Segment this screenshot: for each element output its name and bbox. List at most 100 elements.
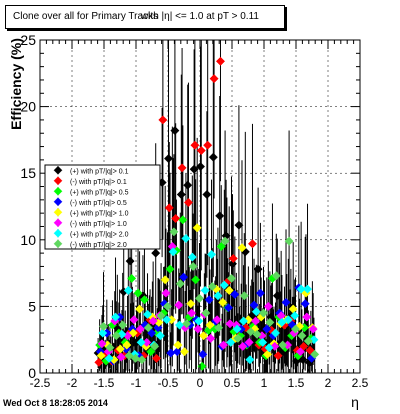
data-point: [250, 316, 261, 326]
y-tick-label: 20: [20, 99, 36, 115]
data-point: [178, 215, 188, 225]
data-point: [110, 312, 121, 322]
data-point: [296, 284, 306, 294]
data-point: [300, 299, 310, 309]
data-point: [122, 340, 132, 350]
data-point: [177, 163, 187, 173]
x-tick-label: -1: [131, 376, 142, 390]
data-point: [277, 317, 287, 327]
data-point: [183, 180, 193, 190]
data-point: [123, 285, 133, 295]
data-point: [206, 249, 217, 260]
data-point: [111, 331, 121, 341]
data-point: [179, 347, 189, 357]
chart-title-box: Clone over all for Primary Tracks with |…: [5, 5, 285, 29]
x-tick-label: -2: [67, 376, 78, 390]
y-axis-title: Efficiency (%): [8, 38, 24, 130]
legend: (+) with pT/|q|> 0.1 (-) with pT/|q|> 0.1…: [44, 164, 161, 250]
data-point: [179, 272, 189, 282]
data-point: [252, 329, 262, 339]
data-point: [233, 333, 243, 343]
legend-marker: [53, 239, 63, 249]
data-point: [310, 349, 320, 359]
data-point: [135, 304, 145, 314]
data-point: [218, 297, 228, 307]
data-point: [230, 289, 240, 299]
data-point: [162, 315, 172, 325]
data-point: [133, 288, 143, 298]
legend-marker: [53, 165, 63, 175]
data-point: [188, 261, 198, 271]
data-point: [163, 153, 174, 164]
data-point: [168, 247, 178, 257]
data-point: [272, 291, 282, 301]
legend-marker: [53, 176, 63, 186]
data-point: [143, 323, 153, 333]
data-point: [160, 275, 170, 285]
data-point: [227, 259, 238, 269]
data-point: [232, 324, 242, 334]
data-point: [209, 74, 219, 84]
x-tick-label: 0.5: [224, 376, 241, 390]
legend-marker: [53, 197, 63, 207]
x-tick-label: 0: [197, 376, 204, 390]
data-point: [186, 308, 197, 318]
data-point: [130, 353, 141, 363]
data-point: [284, 236, 294, 246]
data-point: [263, 349, 273, 359]
data-point: [162, 301, 173, 311]
legend-label: (+) with pT/|q|> 1.0: [70, 210, 129, 217]
data-point: [219, 280, 229, 290]
y-tick-label: 10: [20, 232, 36, 248]
legend-marker: [53, 207, 63, 217]
chart-subtitle: with |η| <= 1.0 at pT > 0.11: [141, 11, 259, 22]
data-point: [214, 323, 224, 333]
data-point: [110, 316, 120, 326]
data-point: [169, 227, 179, 237]
x-tick-label: -2.5: [30, 376, 51, 390]
data-point: [187, 252, 197, 262]
data-point: [175, 279, 185, 289]
data-point: [228, 253, 238, 264]
data-point: [243, 315, 253, 325]
data-point: [192, 223, 202, 233]
x-tick-label: 1.5: [288, 376, 305, 390]
data-point: [223, 303, 233, 313]
data-point: [278, 340, 288, 350]
y-tick-label: 0: [28, 365, 36, 381]
data-point: [215, 211, 225, 221]
data-point: [263, 301, 273, 311]
legend-marker: [53, 186, 63, 196]
data-point: [212, 315, 222, 325]
data-point: [216, 241, 226, 252]
data-point: [255, 288, 265, 298]
data-point: [194, 316, 204, 326]
data-point: [251, 307, 261, 317]
data-point: [146, 347, 156, 357]
data-point: [224, 285, 234, 295]
data-point: [308, 324, 318, 334]
chart-title: Clone over all for Primary Tracks: [13, 11, 159, 22]
data-point: [218, 340, 229, 350]
data-point: [302, 284, 313, 294]
y-tick-label: 25: [20, 32, 36, 48]
data-point: [283, 315, 293, 325]
data-point: [127, 273, 137, 283]
y-tick-label: 15: [20, 165, 36, 181]
data-point: [98, 321, 109, 331]
data-point: [303, 336, 313, 346]
data-point: [155, 331, 165, 341]
data-point: [213, 291, 223, 301]
data-point: [204, 295, 214, 305]
data-point: [139, 295, 150, 305]
data-point: [136, 337, 146, 347]
data-point: [193, 324, 203, 334]
x-tick-label: 2.5: [352, 376, 369, 390]
data-point: [264, 343, 274, 353]
legend-label: (+) with pT/|q|> 2.0: [70, 231, 129, 238]
data-point: [246, 327, 256, 337]
data-point: [258, 308, 269, 318]
data-point: [205, 320, 215, 330]
data-point: [265, 317, 275, 327]
data-point: [244, 337, 254, 347]
